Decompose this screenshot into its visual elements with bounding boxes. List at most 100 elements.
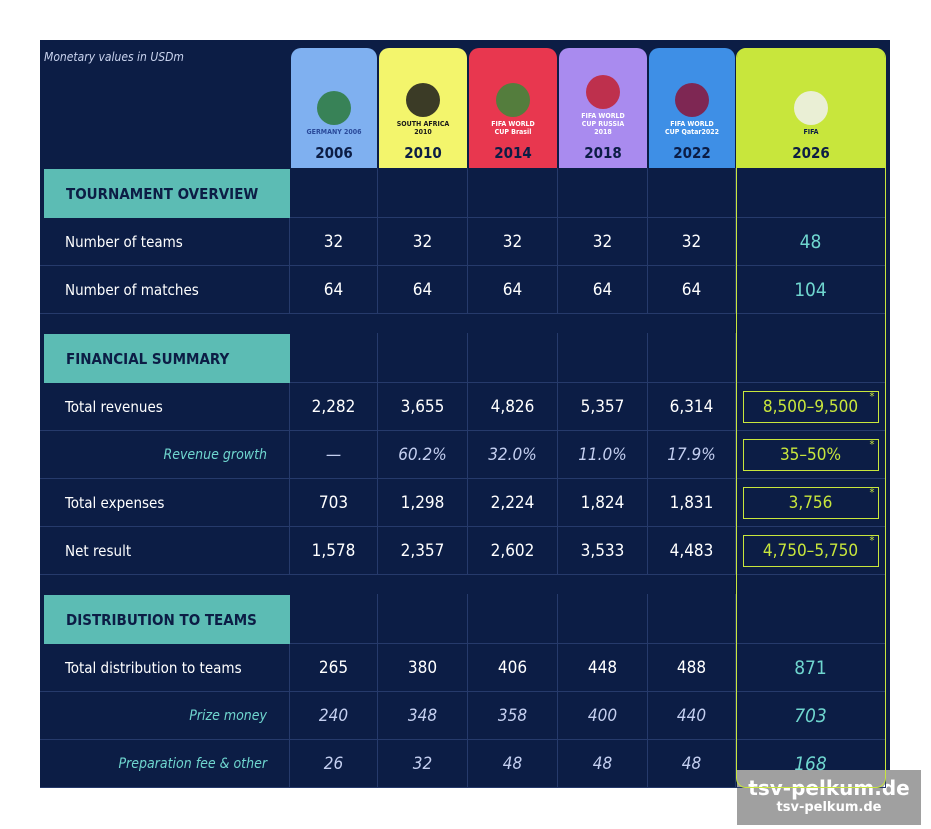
cell: 358: [468, 692, 558, 740]
value: 3,756: [788, 492, 833, 513]
cell: 48: [558, 740, 648, 788]
cell: 265: [290, 644, 378, 692]
cell: 60.2%: [378, 431, 468, 479]
empty-cell: [648, 594, 736, 644]
cell: 4,750–5,750 *: [736, 527, 886, 575]
cell: 32: [290, 218, 378, 266]
watermark-text: tsv-pelkum.de: [748, 776, 910, 800]
year: 2022: [673, 144, 711, 162]
logo-art: [675, 83, 709, 117]
year: 2006: [315, 144, 353, 162]
cell: 703: [736, 692, 886, 740]
cell: 32: [648, 218, 736, 266]
year: 2010: [404, 144, 442, 162]
cell: 400: [558, 692, 648, 740]
cell: 48: [468, 740, 558, 788]
empty-cell: [378, 333, 468, 383]
row-label: Number of matches: [40, 266, 290, 314]
logo-art: [406, 83, 440, 117]
logo-text: SOUTH AFRICA 2010: [396, 120, 450, 136]
cell: 64: [378, 266, 468, 314]
cell: 5,357: [558, 383, 648, 431]
cell: 703: [290, 479, 378, 527]
cell: 348: [378, 692, 468, 740]
note: Monetary values in USDm: [44, 50, 184, 64]
cell: 3,533: [558, 527, 648, 575]
column-header: FIFA WORLD CUP Brasil 2014: [469, 48, 557, 168]
logo-text: FIFA: [803, 128, 819, 136]
column-header: FIFA 2026: [737, 48, 885, 168]
section-title: FINANCIAL SUMMARY: [44, 334, 290, 383]
empty-cell: [290, 168, 378, 218]
cell: 8,500–9,500 *: [736, 383, 886, 431]
cell: 48: [648, 740, 736, 788]
estimate-mark: *: [869, 389, 875, 403]
empty-cell: [378, 168, 468, 218]
row-label: Total expenses: [40, 479, 290, 527]
cell: 64: [648, 266, 736, 314]
empty-cell: [558, 594, 648, 644]
cell: 2,357: [378, 527, 468, 575]
logo-art: [317, 91, 351, 125]
logo-text: FIFA WORLD CUP Brasil: [491, 120, 535, 136]
estimate-mark: *: [869, 485, 875, 499]
cell: 64: [468, 266, 558, 314]
cell: 240: [290, 692, 378, 740]
section-title: DISTRIBUTION TO TEAMS: [44, 595, 290, 644]
logo: FIFA WORLD CUP Brasil: [485, 66, 541, 136]
cell: 2,224: [468, 479, 558, 527]
row-label: Prize money: [40, 692, 290, 740]
cell: 448: [558, 644, 648, 692]
cell: 11.0%: [558, 431, 648, 479]
logo-art: [586, 75, 620, 109]
cell: 48: [736, 218, 886, 266]
cell: 64: [290, 266, 378, 314]
empty-cell: [648, 168, 736, 218]
year: 2026: [792, 144, 830, 162]
row-label: Total distribution to teams: [40, 644, 290, 692]
cell: 3,655: [378, 383, 468, 431]
logo: GERMANY 2006: [306, 66, 362, 136]
column-header: FIFA WORLD CUP RUSSIA 2018 2018: [559, 48, 647, 168]
column-header: FIFA WORLD CUP Qatar2022 2022: [649, 48, 735, 168]
cell: 1,824: [558, 479, 648, 527]
watermark: tsv-pelkum.de tsv-pelkum.de: [737, 770, 921, 825]
cell: 26: [290, 740, 378, 788]
empty-cell: [290, 594, 378, 644]
row-label: Net result: [40, 527, 290, 575]
cell: 32: [378, 740, 468, 788]
empty-cell: [736, 594, 886, 644]
cell: 488: [648, 644, 736, 692]
section-title: TOURNAMENT OVERVIEW: [44, 169, 290, 218]
logo-art: [794, 91, 828, 125]
empty-cell: [648, 333, 736, 383]
cell: 32: [378, 218, 468, 266]
cell: 380: [378, 644, 468, 692]
empty-cell: [736, 168, 886, 218]
column-header: SOUTH AFRICA 2010 2010: [379, 48, 467, 168]
cell: 6,314: [648, 383, 736, 431]
cell: 1,578: [290, 527, 378, 575]
cell: 32: [468, 218, 558, 266]
logo-text: FIFA WORLD CUP Qatar2022: [664, 120, 720, 136]
logo-text: FIFA WORLD CUP RUSSIA 2018: [581, 112, 625, 136]
empty-cell: [468, 333, 558, 383]
logo: FIFA WORLD CUP RUSSIA 2018: [575, 66, 631, 136]
cell: 32.0%: [468, 431, 558, 479]
estimate-box: 35–50% *: [742, 438, 879, 471]
cell: 871: [736, 644, 886, 692]
cell: 168: [736, 740, 886, 788]
year: 2014: [494, 144, 532, 162]
cell: 64: [558, 266, 648, 314]
row-label: Total revenues: [40, 383, 290, 431]
watermark-text: tsv-pelkum.de: [776, 800, 882, 815]
row-label: Revenue growth: [40, 431, 290, 479]
logo: SOUTH AFRICA 2010: [395, 66, 451, 136]
cell: 4,483: [648, 527, 736, 575]
cell: 32: [558, 218, 648, 266]
empty-cell: [736, 333, 886, 383]
logo: FIFA WORLD CUP Qatar2022: [664, 66, 720, 136]
cell: 1,831: [648, 479, 736, 527]
empty-cell: [290, 333, 378, 383]
